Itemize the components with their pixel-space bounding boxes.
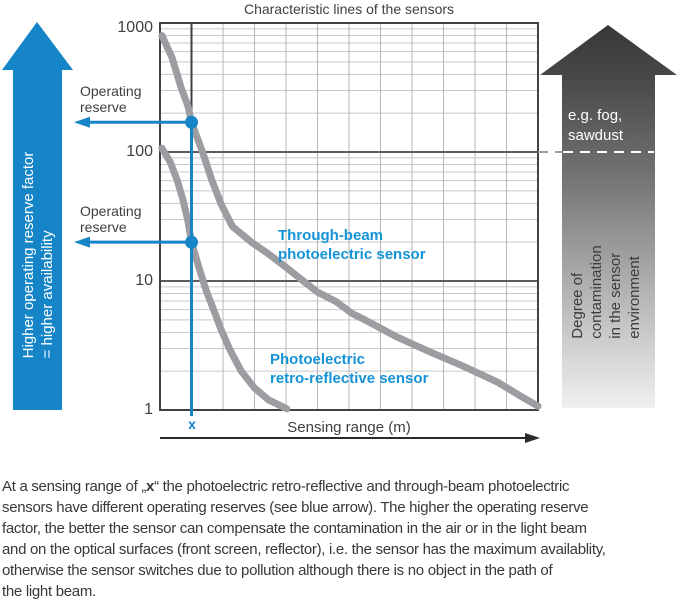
contamination-arrow-label: Degree of contamination in the sensor en… bbox=[569, 245, 643, 339]
operating-reserve-label-lower: Operating reserve bbox=[80, 203, 142, 235]
marker-dot bbox=[185, 235, 198, 249]
x-axis-arrow-head-icon bbox=[525, 433, 540, 443]
operating-reserve-arrow-head-icon bbox=[74, 116, 90, 128]
caption-highlight-x: x bbox=[146, 478, 155, 495]
operating-reserve-label-upper: Operating reserve bbox=[80, 83, 142, 115]
caption-suffix: “ the photoelectric retro-reflective and… bbox=[2, 478, 606, 600]
figure-canvas bbox=[2, 22, 677, 443]
higher-availability-arrow bbox=[2, 22, 73, 410]
contamination-arrow bbox=[540, 25, 677, 408]
caption-prefix: At a sensing range of „ bbox=[2, 478, 147, 495]
contamination-example-label: e.g. fog, sawdust bbox=[568, 107, 624, 144]
operating-reserve-arrow-head-icon bbox=[74, 236, 90, 248]
y-tick-1000: 1000 bbox=[117, 19, 153, 36]
y-tick-10: 10 bbox=[135, 272, 153, 289]
higher-availability-arrow-label: Higher operating reserve factor = higher… bbox=[20, 151, 56, 359]
curve-retro-reflective bbox=[158, 144, 291, 413]
marker-dot bbox=[185, 115, 198, 129]
y-tick-1: 1 bbox=[144, 401, 153, 418]
plot-border bbox=[159, 22, 539, 411]
retro-reflective-series-label: Photoelectric retro-reflective sensor bbox=[270, 351, 429, 387]
x-marker-label: x bbox=[188, 416, 196, 432]
chart-title: Characteristic lines of the sensors bbox=[243, 1, 455, 17]
figure-caption: At a sensing range of „x“ the photoelect… bbox=[0, 476, 689, 600]
through-beam-series-label: Through-beam photoelectric sensor bbox=[278, 227, 426, 263]
x-axis-label: Sensing range (m) bbox=[287, 419, 411, 436]
y-tick-100: 100 bbox=[126, 143, 153, 160]
